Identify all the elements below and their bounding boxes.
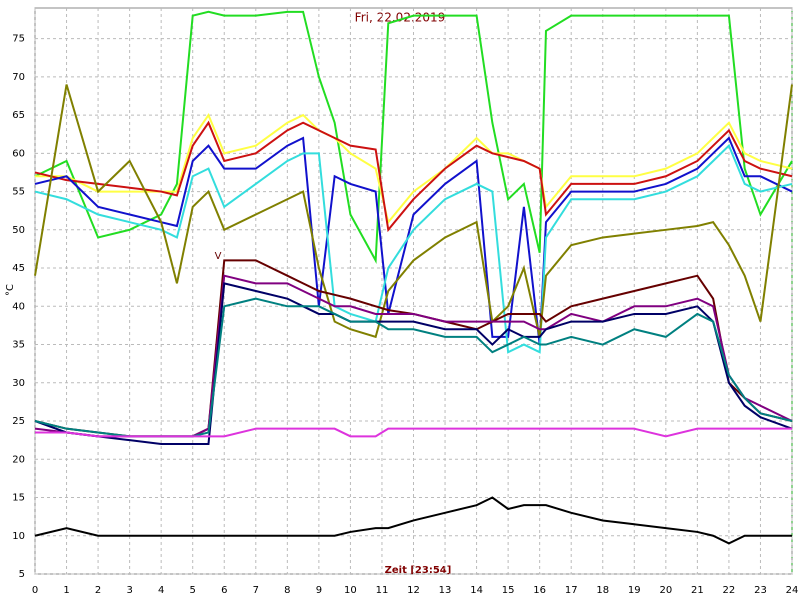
x-tick-label: 21 <box>691 585 704 596</box>
x-tick-label: 13 <box>439 585 452 596</box>
x-tick-label: 15 <box>502 585 515 596</box>
chart-title: Fri, 22.02.2019 <box>355 11 446 25</box>
x-tick-label: 12 <box>407 585 420 596</box>
y-tick-label: 75 <box>12 34 25 45</box>
x-tick-label: 17 <box>565 585 578 596</box>
y-tick-label: 65 <box>12 110 25 121</box>
x-tick-label: 18 <box>596 585 609 596</box>
series-line <box>35 112 793 225</box>
x-tick-label: 19 <box>628 585 641 596</box>
y-tick-label: 5 <box>19 569 25 580</box>
x-tick-label: 8 <box>284 585 290 596</box>
y-tick-label: 70 <box>12 72 25 83</box>
x-tick-label: 5 <box>190 585 196 596</box>
x-tick-label: 11 <box>376 585 389 596</box>
series-line <box>34 10 793 264</box>
x-tick-label: 3 <box>126 585 132 596</box>
x-tick-label: 1 <box>63 585 69 596</box>
series-line <box>34 120 793 233</box>
y-tick-label: 30 <box>12 378 25 389</box>
x-tick-label: 20 <box>659 585 672 596</box>
x-tick-label: 14 <box>470 585 483 596</box>
x-tick-label: 6 <box>221 585 227 596</box>
y-tick-label: 35 <box>12 340 25 351</box>
x-tick-label: 4 <box>158 585 164 596</box>
y-tick-label: 15 <box>12 493 25 504</box>
y-tick-label: 20 <box>12 454 25 465</box>
x-tick-label: 24 <box>786 585 799 596</box>
y-tick-label: 40 <box>12 301 25 312</box>
y-tick-label: 60 <box>12 148 25 159</box>
series-line <box>34 84 793 339</box>
series-line <box>34 282 793 445</box>
x-tick-label: 22 <box>723 585 736 596</box>
x-tick-label: 2 <box>95 585 101 596</box>
x-tick-label: 0 <box>32 585 38 596</box>
y-tick-label: 45 <box>12 263 25 274</box>
x-tick-label: 16 <box>533 585 546 596</box>
x-tick-label: 10 <box>344 585 357 596</box>
x-axis-label: Zeit [23:54] <box>385 565 452 576</box>
series-line <box>34 143 793 354</box>
x-tick-label: 7 <box>253 585 259 596</box>
y-axis-label: °C <box>5 284 16 296</box>
series-line <box>34 496 792 545</box>
y-tick-label: 10 <box>12 531 25 542</box>
x-tick-label: 23 <box>754 585 767 596</box>
annotation: V <box>215 251 222 262</box>
y-tick-label: 50 <box>12 225 25 236</box>
y-tick-label: 55 <box>12 187 25 198</box>
y-tick-label: 25 <box>12 416 25 427</box>
series-line <box>34 136 793 345</box>
x-tick-label: 9 <box>316 585 322 596</box>
series-line <box>35 427 792 438</box>
